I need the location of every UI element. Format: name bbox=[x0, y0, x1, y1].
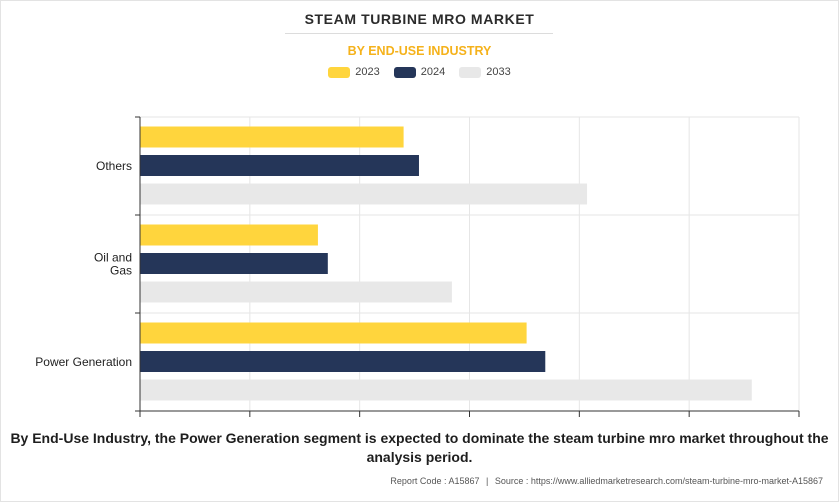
legend-swatch-2033 bbox=[459, 66, 482, 78]
legend-swatch-2024 bbox=[393, 66, 416, 78]
chart-caption: By End-Use Industry, the Power Generatio… bbox=[10, 430, 829, 465]
chart-title: STEAM TURBINE MRO MARKET bbox=[304, 11, 535, 27]
bar-2024-power-generation bbox=[140, 351, 546, 372]
bar-2024-others bbox=[140, 155, 419, 176]
bar-2033-oil-and-gas bbox=[140, 281, 452, 303]
legend: 2023 2024 2033 bbox=[0, 66, 839, 78]
legend-item-2024[interactable]: 2024 bbox=[393, 66, 446, 78]
report-source: Source : https://www.alliedmarketresearc… bbox=[494, 476, 823, 486]
report-code: Report Code : A15867 bbox=[390, 476, 480, 486]
legend-label-2033: 2033 bbox=[486, 66, 511, 78]
legend-label-2024: 2024 bbox=[420, 66, 446, 78]
bar-2023-power-generation bbox=[140, 322, 527, 344]
bar-2024-oil-and-gas bbox=[140, 253, 328, 274]
footer-separator: | bbox=[486, 476, 489, 486]
title-divider bbox=[285, 33, 553, 34]
legend-swatch-2023 bbox=[328, 66, 351, 78]
category-label: Power Generation bbox=[35, 355, 132, 369]
category-label: Gas bbox=[110, 264, 132, 278]
legend-item-2033[interactable]: 2033 bbox=[459, 66, 511, 78]
category-label: Others bbox=[96, 159, 132, 173]
chart-subtitle: BY END-USE INDUSTRY bbox=[347, 44, 492, 58]
report-footer: Report Code : A15867 | Source : https://… bbox=[390, 476, 823, 486]
legend-label-2023: 2023 bbox=[355, 66, 380, 78]
bar-2023-oil-and-gas bbox=[140, 224, 318, 246]
category-label: Oil and bbox=[94, 251, 132, 265]
bar-2023-others bbox=[140, 126, 404, 148]
bar-2033-power-generation bbox=[140, 379, 752, 401]
legend-item-2023[interactable]: 2023 bbox=[328, 66, 380, 78]
bar-2033-others bbox=[140, 183, 588, 205]
